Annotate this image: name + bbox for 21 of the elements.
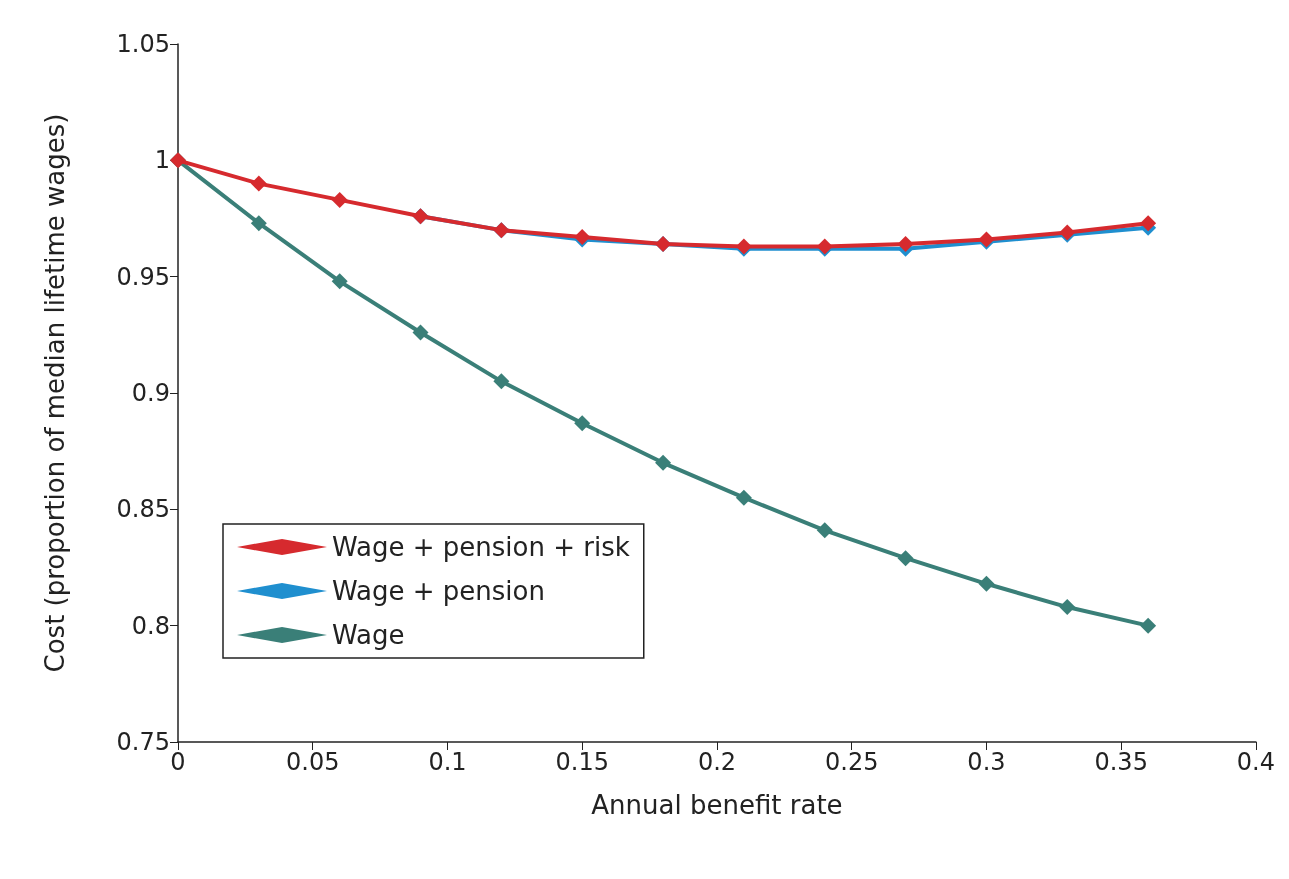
x-tick-label: 0.1 (428, 748, 467, 776)
x-tick-label: 0.05 (286, 748, 340, 776)
legend-label: Wage (332, 620, 405, 650)
legend-label: Wage + pension + risk (332, 532, 630, 562)
x-tick-label: 0.2 (697, 748, 737, 776)
y-tick-label: 0.75 (116, 728, 170, 756)
y-tick-label: 0.8 (131, 611, 170, 640)
x-axis-title: Annual benefit rate (591, 790, 843, 820)
y-tick-label: 0.85 (116, 495, 170, 524)
legend-label: Wage + pension (332, 576, 545, 606)
y-tick-label: 1 (154, 146, 170, 175)
x-tick-label: 0.3 (967, 748, 1006, 776)
x-tick-label: 0.35 (1094, 748, 1148, 776)
y-tick-label: 0.9 (131, 379, 170, 407)
x-tick-label: 0 (170, 748, 186, 776)
y-axis-title: Cost (proportion of median lifetime wages) (40, 113, 70, 673)
x-tick-label: 0.4 (1236, 748, 1275, 776)
x-tick-label: 0.25 (824, 748, 879, 776)
y-tick-label: 0.95 (116, 262, 170, 291)
y-tick-label: 1.05 (116, 30, 170, 58)
x-tick-label: 0.15 (555, 748, 609, 776)
